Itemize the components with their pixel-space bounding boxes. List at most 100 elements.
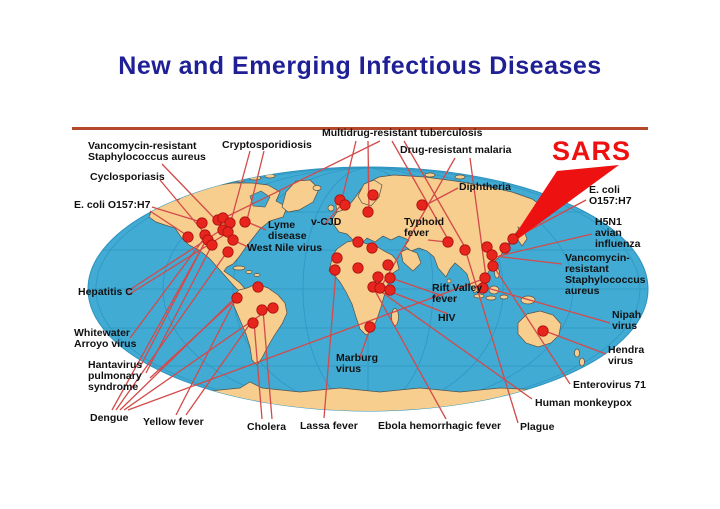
outbreak-dot <box>372 271 384 283</box>
map-label-mdr-tuberculosis: Multidrug-resistant tuberculosis <box>322 127 483 139</box>
outbreak-dot <box>459 244 471 256</box>
map-label-dengue: Dengue <box>90 412 129 424</box>
map-label-cyclosporiasis: Cyclosporiasis <box>90 171 165 183</box>
connector-line <box>151 206 202 223</box>
connector-line <box>493 266 571 385</box>
java <box>485 295 497 301</box>
connector-line <box>375 287 533 400</box>
outbreak-dot <box>352 236 364 248</box>
connector-line <box>262 309 273 420</box>
connector-line <box>161 163 217 221</box>
sulawesi <box>499 294 509 300</box>
connector-line <box>149 296 239 379</box>
map-label-plague: Plague <box>520 421 555 433</box>
outbreak-dot <box>507 233 519 245</box>
map-label-lassa-fever: Lassa fever <box>300 420 358 432</box>
connector-line <box>127 277 487 411</box>
connector-line <box>323 270 337 419</box>
outbreak-dot <box>499 242 511 254</box>
map-label-human-monkeypox: Human monkeypox <box>535 397 632 409</box>
outbreak-dot <box>339 199 351 211</box>
map-label-hendra-virus: Hendra virus <box>608 344 645 367</box>
connector-line <box>230 150 251 222</box>
connector-line <box>149 210 189 237</box>
map-label-sars: SARS <box>552 136 632 166</box>
connector-line <box>123 306 273 411</box>
connector-line <box>373 288 447 420</box>
map-label-vrsa-left: Vancomycin-resistant Staphylococcus aure… <box>88 140 206 163</box>
connector-line <box>185 320 253 416</box>
connector-line <box>423 187 459 207</box>
outbreak-dot <box>329 264 341 276</box>
outbreak-dot <box>196 217 208 229</box>
connector-line <box>391 140 450 242</box>
outbreak-dot <box>331 252 343 264</box>
outbreak-dot <box>364 321 376 333</box>
connector-line <box>403 140 467 250</box>
connector-line <box>145 244 213 374</box>
outbreak-dot <box>252 281 264 293</box>
connector-line <box>483 286 611 324</box>
map-label-hantavirus-pulmonary-syndrome: Hantavirus pulmonary syndrome <box>88 359 143 393</box>
outbreak-dot <box>477 282 489 294</box>
map-label-yellow-fever: Yellow fever <box>143 416 204 428</box>
connector-line <box>544 330 607 355</box>
outbreak-dot <box>247 317 259 329</box>
outbreak-dot <box>442 236 454 248</box>
outbreak-dot <box>382 259 394 271</box>
map-label-enterovirus-71: Enterovirus 71 <box>573 379 646 391</box>
map-label-ecoli-left: E. coli O157:H7 <box>74 199 151 211</box>
connector-line <box>390 277 444 297</box>
map-label-h5n1-avian-influenza: H5N1 avian influenza <box>595 216 641 250</box>
map-label-nipah-virus: Nipah virus <box>612 309 642 332</box>
ireland <box>327 204 335 212</box>
outbreak-dot <box>416 199 428 211</box>
outbreak-dot <box>362 206 374 218</box>
connector-line <box>359 328 371 358</box>
title-rule <box>72 127 648 130</box>
outbreak-dot <box>384 284 396 296</box>
outbreak-dot <box>182 231 194 243</box>
arctic-island-5 <box>454 174 466 180</box>
map-label-cholera: Cholera <box>247 421 287 433</box>
iceland <box>312 185 322 191</box>
outbreak-dot <box>384 272 396 284</box>
connector-line <box>498 233 593 257</box>
outbreak-dot <box>267 302 279 314</box>
map-label-hepatitis-c: Hepatitis C <box>78 286 133 298</box>
outbreak-dot <box>222 226 234 238</box>
outbreak-dot <box>486 249 498 261</box>
outbreak-dot <box>206 239 218 251</box>
map-label-typhoid-fever: Typhoid fever <box>404 216 445 239</box>
connector-line <box>175 297 237 416</box>
outbreak-dot <box>352 262 364 274</box>
outbreak-dot <box>256 304 268 316</box>
outbreak-dot <box>366 242 378 254</box>
connector-line <box>367 140 370 212</box>
outbreak-dot <box>227 234 239 246</box>
connector-line <box>223 140 381 219</box>
connector-line <box>493 255 563 265</box>
sars-arrow <box>507 165 619 247</box>
new-zealand-north <box>574 348 580 358</box>
continents <box>109 172 631 411</box>
map-label-v-cjd: v-CJD <box>311 216 342 228</box>
map-label-ecoli-right: E. coli O157:H7 <box>589 184 632 207</box>
puerto-rico <box>253 273 261 277</box>
connector-line <box>111 243 205 411</box>
outbreak-dot <box>537 325 549 337</box>
map-label-ebola-hemorrhagic-fever: Ebola hemorrhagic fever <box>378 420 502 432</box>
outbreak-dot <box>222 246 234 258</box>
map-label-drug-resistant-malaria: Drug-resistant malaria <box>400 144 512 156</box>
connector-line <box>115 251 228 411</box>
outbreak-dot <box>481 241 493 253</box>
map-label-marburg-virus: Marburg virus <box>336 352 378 375</box>
connector-line <box>246 150 265 221</box>
arctic-island-4 <box>424 172 436 178</box>
connector-line <box>119 296 237 411</box>
map-label-hiv: HIV <box>438 312 456 324</box>
connector-line <box>469 157 487 278</box>
map-label-cryptosporidiosis: Cryptosporidiosis <box>222 139 312 151</box>
